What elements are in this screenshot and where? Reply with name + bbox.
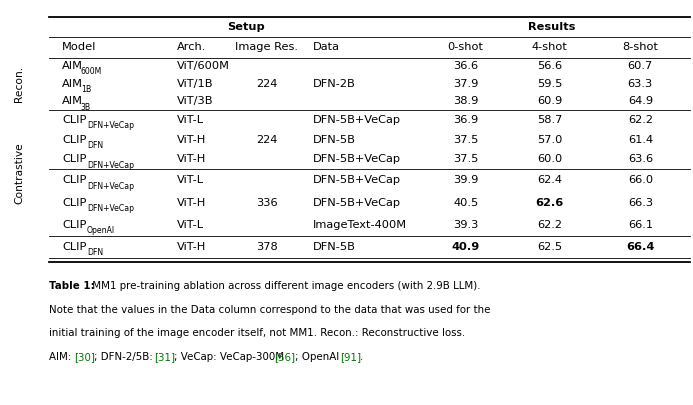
Text: 62.5: 62.5 — [537, 242, 562, 252]
Text: 66.4: 66.4 — [626, 242, 654, 252]
Text: [31]: [31] — [154, 352, 175, 362]
Text: CLIP: CLIP — [62, 242, 87, 252]
Text: 66.3: 66.3 — [628, 198, 653, 207]
Text: MM1 pre-training ablation across different image encoders (with 2.9B LLM).: MM1 pre-training ablation across differe… — [89, 281, 480, 292]
Text: CLIP: CLIP — [62, 198, 87, 207]
Text: DFN+VeCap: DFN+VeCap — [87, 181, 134, 190]
Text: AIM:: AIM: — [49, 352, 74, 362]
Text: 3B: 3B — [80, 102, 91, 111]
Text: DFN+VeCap: DFN+VeCap — [87, 121, 134, 130]
Text: 36.6: 36.6 — [453, 61, 478, 71]
Text: 600M: 600M — [80, 68, 102, 77]
Text: 60.9: 60.9 — [537, 96, 562, 107]
Text: 336: 336 — [256, 198, 278, 207]
Text: 63.3: 63.3 — [628, 79, 653, 89]
Text: Contrastive: Contrastive — [15, 142, 24, 204]
Text: [91]: [91] — [340, 352, 361, 362]
Text: 62.2: 62.2 — [537, 220, 562, 230]
Text: AIM: AIM — [62, 61, 83, 71]
Text: ViT/3B: ViT/3B — [177, 96, 213, 107]
Text: 64.9: 64.9 — [628, 96, 653, 107]
Text: DFN-5B+VeCap: DFN-5B+VeCap — [313, 175, 401, 185]
Text: ViT-L: ViT-L — [177, 220, 204, 230]
Text: 57.0: 57.0 — [537, 135, 562, 145]
Text: 224: 224 — [256, 135, 277, 145]
Text: CLIP: CLIP — [62, 135, 87, 145]
Text: Image Res.: Image Res. — [236, 43, 298, 52]
Text: 62.6: 62.6 — [536, 198, 563, 207]
Text: DFN-5B+VeCap: DFN-5B+VeCap — [313, 154, 401, 164]
Text: 66.1: 66.1 — [628, 220, 653, 230]
Text: CLIP: CLIP — [62, 220, 87, 230]
Text: Table 1:: Table 1: — [49, 281, 94, 292]
Text: 61.4: 61.4 — [628, 135, 653, 145]
Text: DFN-5B+VeCap: DFN-5B+VeCap — [313, 115, 401, 125]
Text: [30]: [30] — [73, 352, 95, 362]
Text: Setup: Setup — [227, 22, 265, 32]
Text: 37.5: 37.5 — [453, 154, 478, 164]
Text: 58.7: 58.7 — [537, 115, 562, 125]
Text: DFN: DFN — [87, 141, 103, 150]
Text: CLIP: CLIP — [62, 175, 87, 185]
Text: 59.5: 59.5 — [537, 79, 562, 89]
Text: DFN-2B: DFN-2B — [313, 79, 356, 89]
Text: ViT-L: ViT-L — [177, 115, 204, 125]
Text: initial training of the image encoder itself, not MM1. Recon.: Reconstructive lo: initial training of the image encoder it… — [49, 328, 464, 339]
Text: ; VeCap: VeCap-300M: ; VeCap: VeCap-300M — [174, 352, 288, 362]
Text: 38.9: 38.9 — [453, 96, 478, 107]
Text: 62.4: 62.4 — [537, 175, 562, 185]
Text: Note that the values in the Data column correspond to the data that was used for: Note that the values in the Data column … — [49, 305, 490, 315]
Text: 63.6: 63.6 — [628, 154, 653, 164]
Text: CLIP: CLIP — [62, 154, 87, 164]
Text: 8-shot: 8-shot — [622, 43, 658, 52]
Text: 378: 378 — [256, 242, 278, 252]
Text: 0-shot: 0-shot — [448, 43, 484, 52]
Text: 40.9: 40.9 — [452, 242, 480, 252]
Text: Results: Results — [528, 22, 575, 32]
Text: CLIP: CLIP — [62, 115, 87, 125]
Text: ImageText-400M: ImageText-400M — [313, 220, 407, 230]
Text: OpenAI: OpenAI — [87, 226, 115, 235]
Text: Arch.: Arch. — [177, 43, 206, 52]
Text: DFN-5B: DFN-5B — [313, 135, 356, 145]
Text: 40.5: 40.5 — [453, 198, 478, 207]
Text: ViT-H: ViT-H — [177, 135, 206, 145]
Text: 4-shot: 4-shot — [532, 43, 568, 52]
Text: AIM: AIM — [62, 79, 83, 89]
Text: 37.9: 37.9 — [453, 79, 478, 89]
Text: ViT/600M: ViT/600M — [177, 61, 229, 71]
Text: 1B: 1B — [80, 85, 91, 94]
Text: Data: Data — [313, 43, 340, 52]
Text: ; OpenAI: ; OpenAI — [295, 352, 342, 362]
Text: AIM: AIM — [62, 96, 83, 107]
Text: 60.0: 60.0 — [537, 154, 562, 164]
Text: 56.6: 56.6 — [537, 61, 562, 71]
Text: ViT-H: ViT-H — [177, 198, 206, 207]
Text: 39.3: 39.3 — [453, 220, 478, 230]
Text: 39.9: 39.9 — [453, 175, 478, 185]
Text: 37.5: 37.5 — [453, 135, 478, 145]
Text: DFN-5B+VeCap: DFN-5B+VeCap — [313, 198, 401, 207]
Text: Recon.: Recon. — [15, 66, 24, 102]
Text: DFN: DFN — [87, 248, 103, 257]
Text: DFN-5B: DFN-5B — [313, 242, 356, 252]
Text: DFN+VeCap: DFN+VeCap — [87, 161, 134, 170]
Text: .: . — [360, 352, 363, 362]
Text: Model: Model — [62, 43, 97, 52]
Text: 62.2: 62.2 — [628, 115, 653, 125]
Text: 36.9: 36.9 — [453, 115, 478, 125]
Text: ViT/1B: ViT/1B — [177, 79, 213, 89]
Text: 60.7: 60.7 — [628, 61, 653, 71]
Text: 224: 224 — [256, 79, 277, 89]
Text: [56]: [56] — [274, 352, 296, 362]
Text: 66.0: 66.0 — [628, 175, 653, 185]
Text: ViT-H: ViT-H — [177, 154, 206, 164]
Text: DFN+VeCap: DFN+VeCap — [87, 204, 134, 213]
Text: ; DFN-2/5B:: ; DFN-2/5B: — [94, 352, 156, 362]
Text: ViT-L: ViT-L — [177, 175, 204, 185]
Text: ViT-H: ViT-H — [177, 242, 206, 252]
